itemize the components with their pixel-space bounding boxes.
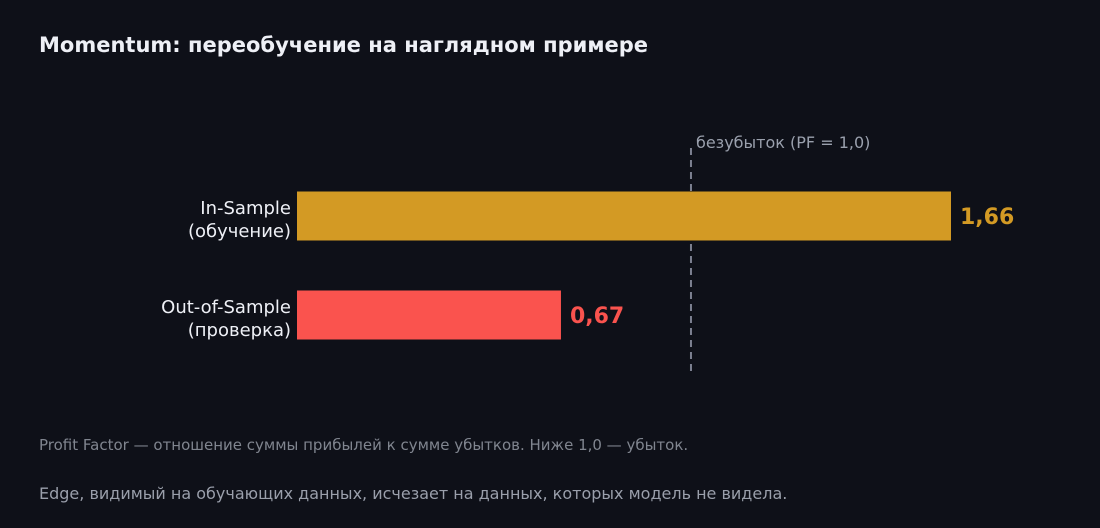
value-label-2: 0,67 [570,304,624,329]
value-label-1: 1,66 [960,205,1014,230]
bar-1 [297,191,951,241]
footnote-profit-factor: Profit Factor — отношение суммы прибылей… [39,436,689,454]
category-label-line: In-Sample [200,198,291,219]
category-label-line: (обучение) [188,221,291,242]
category-label-2: Out-of-Sample (проверка) [161,297,291,341]
category-label-line: (проверка) [188,320,291,341]
footnote-edge: Edge, видимый на обучающих данных, исчез… [39,484,788,503]
bar-2 [297,290,561,340]
chart-title: Momentum: переобучение на наглядном прим… [39,33,649,57]
category-label-1: In-Sample (обучение) [188,198,291,242]
breakeven-label: безубыток (PF = 1,0) [696,133,870,152]
category-label-line: Out-of-Sample [161,297,291,318]
